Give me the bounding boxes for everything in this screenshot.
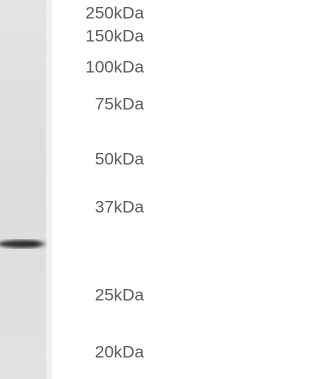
marker-label: 75kDa <box>95 94 145 113</box>
protein-band <box>0 240 46 248</box>
marker-label: 250kDa <box>85 3 144 22</box>
blot-lane <box>0 0 50 379</box>
lane-edge <box>46 0 52 379</box>
marker-labels: 250kDa 150kDa 100kDa 75kDa 50kDa 37kDa 25kDa 20… <box>85 3 144 361</box>
western-blot: 250kDa 150kDa 100kDa 75kDa 50kDa 37kDa 25kDa 20… <box>0 0 145 379</box>
marker-label: 20kDa <box>95 342 145 361</box>
marker-label: 25kDa <box>95 285 145 304</box>
marker-label: 100kDa <box>85 57 144 76</box>
marker-label: 50kDa <box>95 149 145 168</box>
marker-label: 150kDa <box>85 26 144 45</box>
marker-label: 37kDa <box>95 197 145 216</box>
